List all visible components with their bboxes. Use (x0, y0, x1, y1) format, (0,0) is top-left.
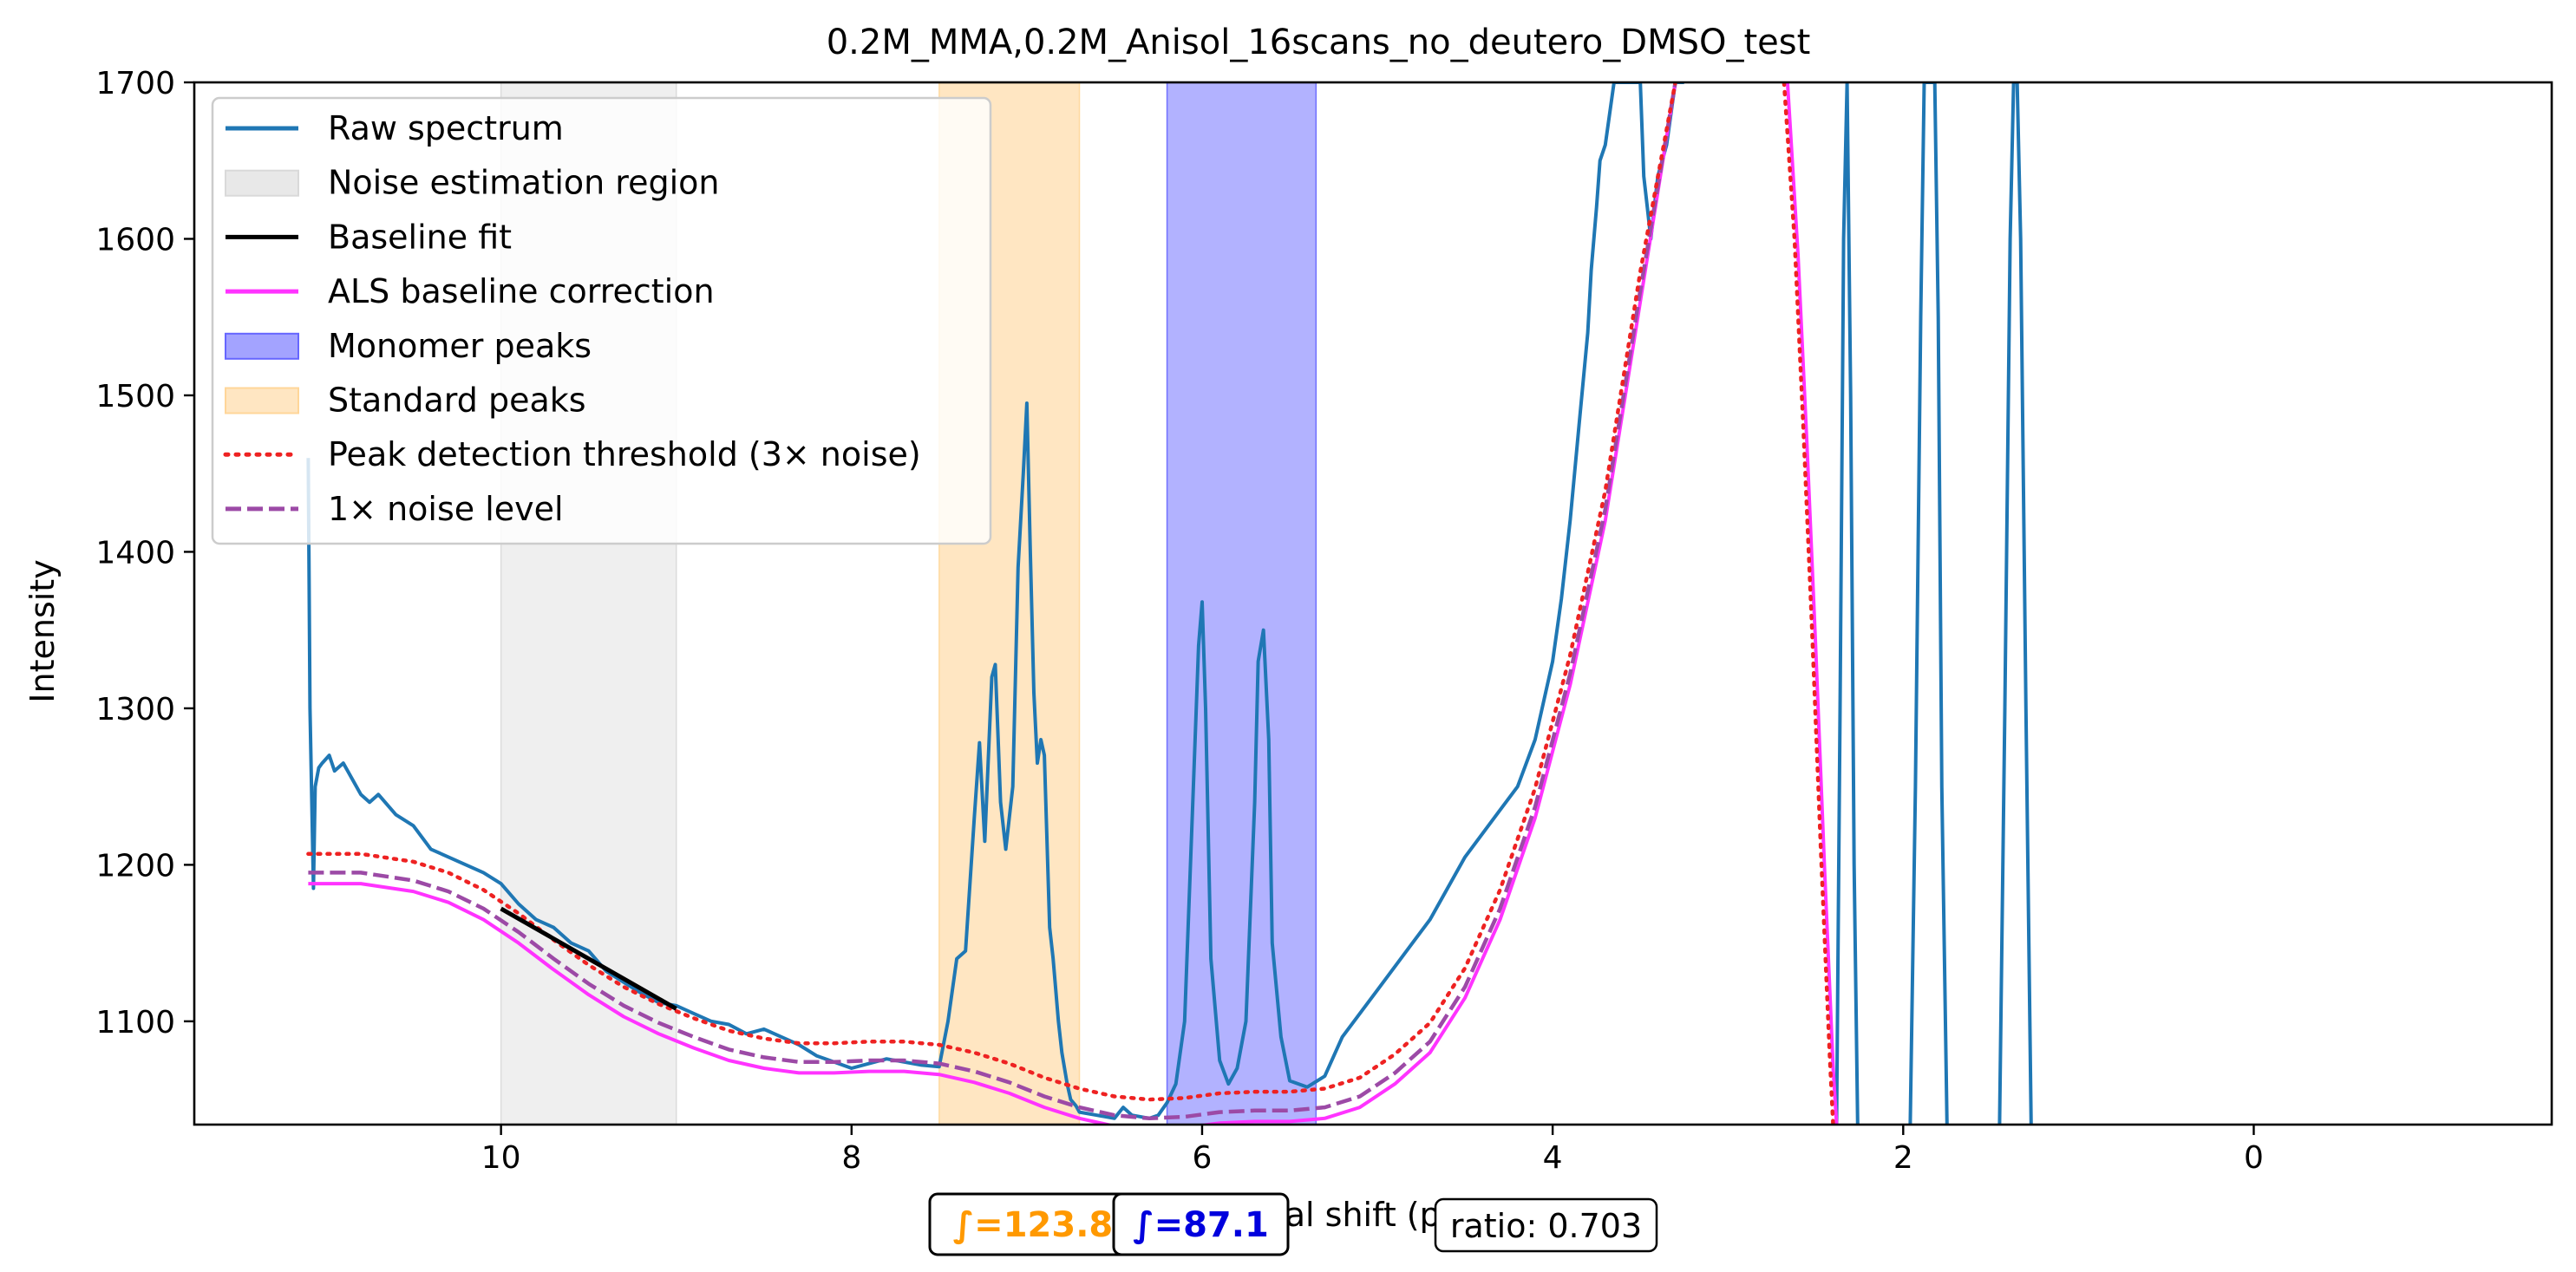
series-baseline-fit (500, 906, 677, 1011)
series-als-baseline-correction (308, 82, 1677, 1125)
series-1-noise-level (308, 82, 1677, 1121)
legend-swatch-noise-estimation-region (225, 169, 299, 197)
legend-swatch-standard-peaks (225, 387, 299, 414)
legend: Raw spectrum Noise estimation region Basel… (211, 96, 992, 545)
y-tick-label: 1600 (95, 222, 175, 258)
x-tick-label: 8 (841, 1140, 861, 1176)
legend-label-1-noise-level: 1× noise level (328, 490, 564, 528)
x-tick-label: 4 (1543, 1140, 1563, 1176)
legend-label-baseline-fit: Baseline fit (328, 218, 512, 256)
legend-label-peak-detection-threshold-3-noise: Peak detection threshold (3× noise) (328, 435, 921, 473)
legend-label-als-baseline-correction: ALS baseline correction (328, 272, 715, 310)
legend-label-monomer-peaks: Monomer peaks (328, 327, 592, 365)
chart-title: 0.2M_MMA,0.2M_Anisol_16scans_no_deutero_… (827, 23, 1811, 62)
y-tick-label: 1100 (95, 1005, 175, 1040)
series-raw-spectrum-continued (1908, 82, 1949, 1125)
y-tick-label: 1200 (95, 848, 175, 884)
annotation-text-3: ratio: 0.703 (1450, 1207, 1642, 1245)
annotation-text-1: ∫=123.8 (953, 1205, 1113, 1245)
y-axis-label: Intensity (23, 559, 62, 702)
x-tick-label: 2 (1893, 1140, 1913, 1176)
legend-box (211, 96, 992, 545)
annotation-box-3 (1434, 1197, 1658, 1253)
legend-swatch-monomer-peaks (225, 332, 299, 360)
y-tick-label: 1300 (95, 692, 175, 727)
series-peak-detection-threshold-3-noise-right (1782, 82, 1835, 1125)
legend-label-noise-estimation-region: Noise estimation region (328, 164, 719, 202)
annotation-box-2 (1112, 1192, 1290, 1256)
y-tick-label: 1400 (95, 535, 175, 571)
x-tick-label: 6 (1193, 1140, 1213, 1176)
annotation-text-2: ∫=87.1 (1133, 1205, 1269, 1245)
series-raw-spectrum-continued (1834, 82, 1860, 1125)
series-raw-spectrum (306, 82, 1684, 1120)
y-tick-label: 1500 (95, 379, 175, 414)
legend-label-standard-peaks: Standard peaks (328, 382, 586, 420)
x-tick-label: 0 (2244, 1140, 2264, 1176)
plot-area-frame (193, 81, 2553, 1126)
series-peak-detection-threshold-3-noise (306, 82, 1677, 1102)
series-als-baseline-correction-right (1785, 82, 1839, 1125)
legend-label-raw-spectrum: Raw spectrum (328, 109, 564, 147)
x-tick-label: 10 (481, 1140, 521, 1176)
y-tick-label: 1700 (95, 66, 175, 101)
region-monomer-peaks (1166, 82, 1317, 1125)
series-raw-spectrum-continued (1997, 82, 2033, 1125)
